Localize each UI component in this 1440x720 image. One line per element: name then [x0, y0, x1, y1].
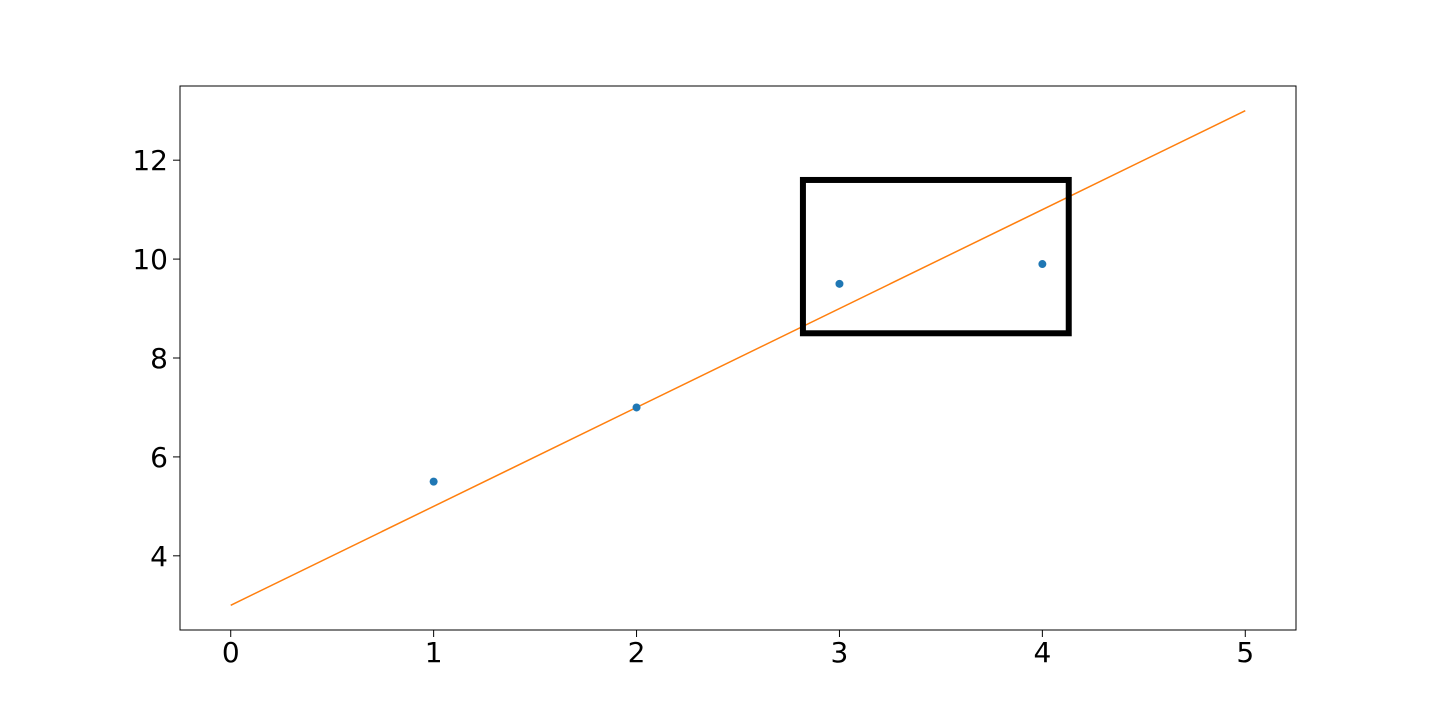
fit-line [230, 110, 1246, 606]
y-tick-label: 10 [132, 243, 168, 276]
scatter-point [632, 403, 641, 412]
scatter-point [429, 477, 438, 486]
x-tick-label: 2 [628, 636, 646, 669]
y-tick-label: 8 [150, 342, 168, 375]
x-tick-label: 1 [425, 636, 443, 669]
x-tick-label: 4 [1033, 636, 1051, 669]
scatter-point [835, 279, 844, 288]
y-tick-label: 4 [150, 540, 168, 573]
y-tick-label: 6 [150, 441, 168, 474]
y-tick-label: 12 [132, 144, 168, 177]
highlight-box [799, 176, 1072, 337]
x-tick-label: 0 [222, 636, 240, 669]
x-tick-label: 5 [1236, 636, 1254, 669]
scatter-point [1038, 260, 1047, 269]
x-tick-label: 3 [831, 636, 849, 669]
